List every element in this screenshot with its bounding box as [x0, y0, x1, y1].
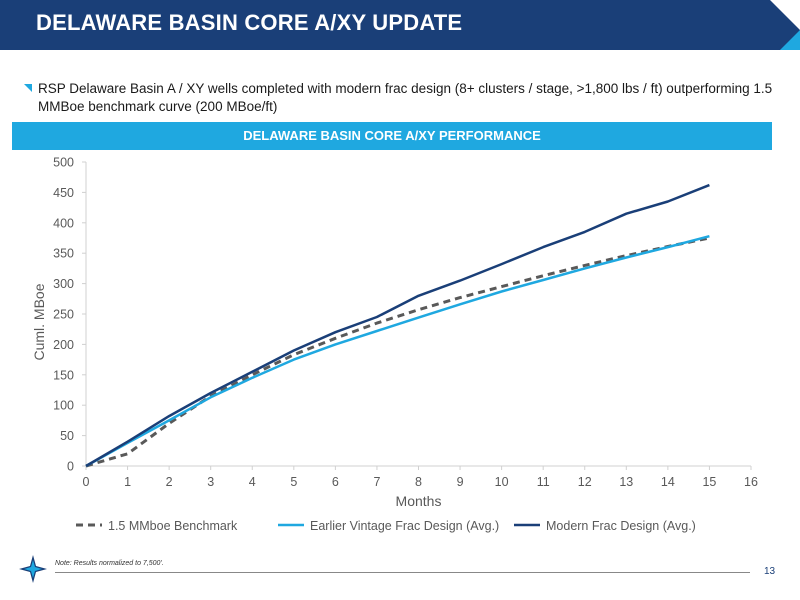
x-tick-label: 3 [207, 475, 214, 489]
y-tick-label: 200 [53, 338, 74, 352]
chart-legend: 1.5 MMboe Benchmark Earlier Vintage Frac … [76, 519, 696, 533]
x-tick-label: 15 [702, 475, 716, 489]
legend-label: Modern Frac Design (Avg.) [546, 519, 696, 533]
y-tick-label: 500 [53, 156, 74, 170]
series-line-earlier-vintage-frac-design-avg [85, 234, 710, 468]
y-tick-label: 300 [53, 277, 74, 291]
legend-label: Earlier Vintage Frac Design (Avg.) [310, 519, 499, 533]
y-axis-title: Cuml. MBoe [31, 283, 47, 360]
x-tick-label: 10 [495, 475, 509, 489]
x-tick-label: 9 [457, 475, 464, 489]
footer-note: Note: Results normalized to 7,500'. [55, 560, 164, 567]
y-tick-label: 250 [53, 308, 74, 322]
series-line-1-5-mmboe-benchmark [85, 236, 710, 468]
x-tick-label: 4 [249, 475, 256, 489]
x-tick-label: 6 [332, 475, 339, 489]
y-tick-label: 400 [53, 216, 74, 230]
x-tick-label: 1 [124, 475, 131, 489]
bullet-text: RSP Delaware Basin A / XY wells complete… [38, 81, 773, 114]
y-tick-label: 150 [53, 368, 74, 382]
bullet-marker-icon [24, 84, 32, 92]
x-tick-label: 0 [83, 475, 90, 489]
y-tick-label: 450 [53, 186, 74, 200]
footer-divider [55, 572, 750, 573]
x-tick-label: 13 [619, 475, 633, 489]
x-tick-label: 8 [415, 475, 422, 489]
x-tick-label: 16 [744, 475, 758, 489]
series-line-modern-frac-design-avg [85, 183, 710, 468]
x-tick-label: 7 [373, 475, 380, 489]
x-tick-label: 2 [166, 475, 173, 489]
x-tick-label: 14 [661, 475, 675, 489]
y-tick-label: 350 [53, 247, 74, 261]
series-layer [85, 183, 710, 468]
x-tick-label: 5 [290, 475, 297, 489]
y-tick-label: 100 [53, 399, 74, 413]
axis-layer: 0 1 2 3 4 5 6 7 8 9 10 11 12 13 14 15 160501001502002503… [31, 156, 758, 510]
page-number: 13 [764, 566, 776, 577]
header-bar [0, 0, 800, 50]
chart-title-banner: DELAWARE BASIN CORE A/XY PERFORMANCE [12, 122, 772, 150]
x-axis-title: Months [396, 493, 442, 509]
performance-chart: 0 1 2 3 4 5 6 7 8 9 10 11 12 13 14 15 160501001502002503… [31, 156, 758, 534]
legend-label: 1.5 MMboe Benchmark [108, 519, 238, 533]
page-title: DELAWARE BASIN CORE A/XY UPDATE [36, 10, 463, 35]
x-tick-label: 11 [537, 475, 550, 489]
y-tick-label: 0 [67, 460, 74, 474]
header-corner-accent [770, 0, 800, 50]
y-tick-label: 50 [60, 429, 74, 443]
company-logo-icon [19, 555, 47, 583]
x-tick-label: 12 [578, 475, 592, 489]
